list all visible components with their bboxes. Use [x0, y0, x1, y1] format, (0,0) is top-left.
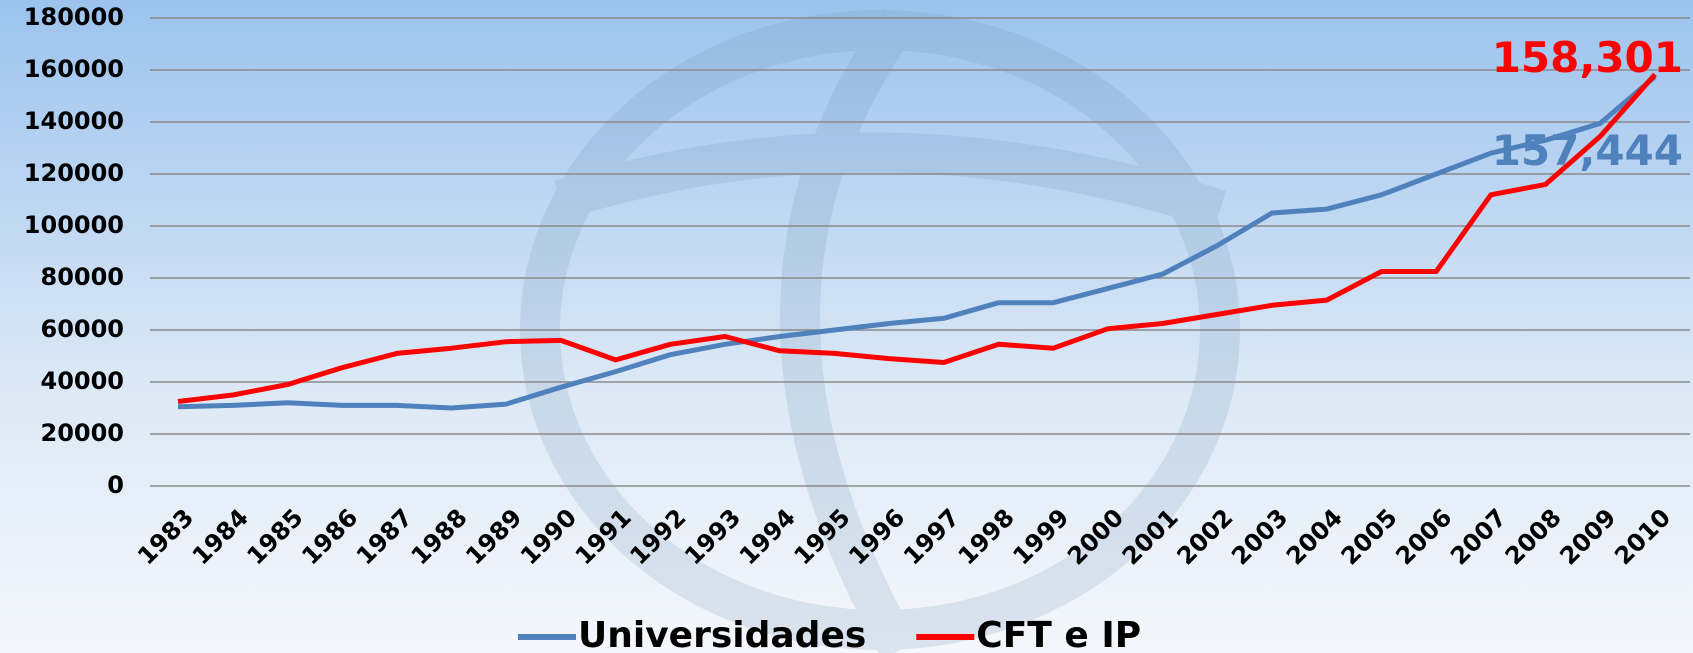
value-label: 158,301	[1492, 33, 1683, 82]
y-tick-label: 40000	[41, 367, 125, 395]
y-tick-label: 140000	[24, 107, 124, 135]
chart: 0 20000 40000 60000 80000 100000 120000 140000 1…	[0, 0, 1693, 653]
y-tick-label: 60000	[41, 315, 125, 343]
y-tick-label: 180000	[24, 3, 124, 31]
legend-label: Universidades	[578, 615, 866, 653]
y-tick-label: 120000	[24, 159, 124, 187]
y-tick-label: 160000	[24, 55, 124, 83]
y-tick-label: 80000	[41, 263, 125, 291]
value-label: 157,444	[1492, 126, 1683, 175]
page: {"chart_data": {"type": "line", "categor…	[0, 0, 1693, 653]
y-tick-label: 20000	[41, 419, 125, 447]
y-tick-label: 100000	[24, 211, 124, 239]
y-tick-label: 0	[107, 471, 124, 499]
legend-label: CFT e IP	[976, 615, 1141, 653]
